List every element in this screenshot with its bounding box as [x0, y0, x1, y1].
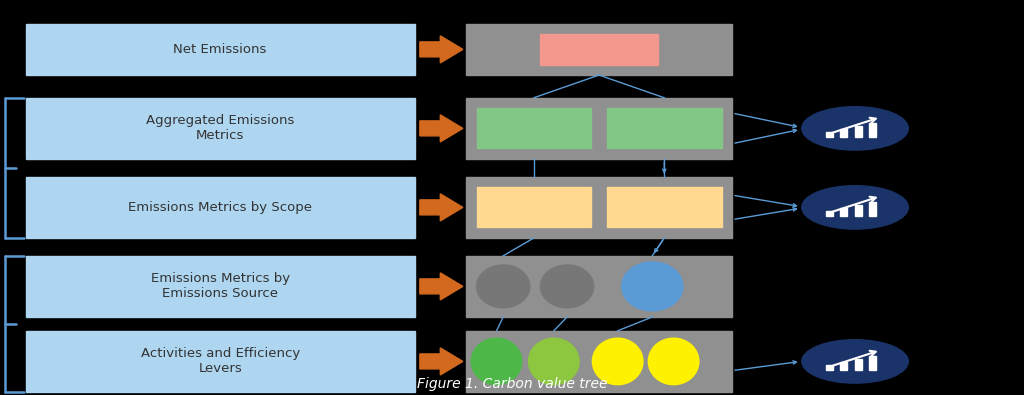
Ellipse shape: [528, 338, 580, 385]
Text: Emissions Metrics by Scope: Emissions Metrics by Scope: [128, 201, 312, 214]
Ellipse shape: [622, 262, 683, 311]
Text: Aggregated Emissions
Metrics: Aggregated Emissions Metrics: [146, 115, 294, 142]
Text: Net Emissions: Net Emissions: [173, 43, 267, 56]
Bar: [466, 98, 732, 159]
FancyArrow shape: [420, 348, 463, 375]
FancyArrow shape: [420, 36, 463, 63]
Bar: [869, 123, 877, 137]
Ellipse shape: [471, 338, 522, 385]
Bar: [607, 188, 722, 227]
Bar: [26, 24, 415, 75]
Bar: [26, 98, 415, 159]
Bar: [466, 24, 732, 75]
Bar: [840, 208, 847, 216]
Bar: [476, 109, 591, 148]
Text: Figure 1. Carbon value tree: Figure 1. Carbon value tree: [417, 377, 607, 391]
Bar: [466, 256, 732, 317]
Bar: [855, 205, 862, 216]
Bar: [476, 188, 591, 227]
Bar: [466, 177, 732, 238]
Bar: [840, 362, 847, 370]
Bar: [840, 129, 847, 137]
Bar: [541, 34, 657, 65]
Bar: [869, 202, 877, 216]
Bar: [855, 126, 862, 137]
Ellipse shape: [802, 107, 908, 150]
FancyArrow shape: [420, 115, 463, 142]
Bar: [26, 256, 415, 317]
Ellipse shape: [802, 186, 908, 229]
Ellipse shape: [476, 265, 529, 308]
Bar: [826, 132, 833, 137]
Bar: [26, 331, 415, 392]
Bar: [466, 331, 732, 392]
Bar: [826, 211, 833, 216]
FancyArrow shape: [420, 194, 463, 221]
Bar: [855, 359, 862, 370]
Ellipse shape: [592, 338, 643, 385]
Ellipse shape: [648, 338, 699, 385]
FancyArrow shape: [420, 273, 463, 300]
Text: Activities and Efficiency
Levers: Activities and Efficiency Levers: [140, 348, 300, 375]
Ellipse shape: [802, 340, 908, 383]
Bar: [607, 109, 722, 148]
Bar: [826, 365, 833, 370]
Text: Emissions Metrics by
Emissions Source: Emissions Metrics by Emissions Source: [151, 273, 290, 300]
Bar: [869, 356, 877, 370]
Bar: [26, 177, 415, 238]
Ellipse shape: [541, 265, 594, 308]
